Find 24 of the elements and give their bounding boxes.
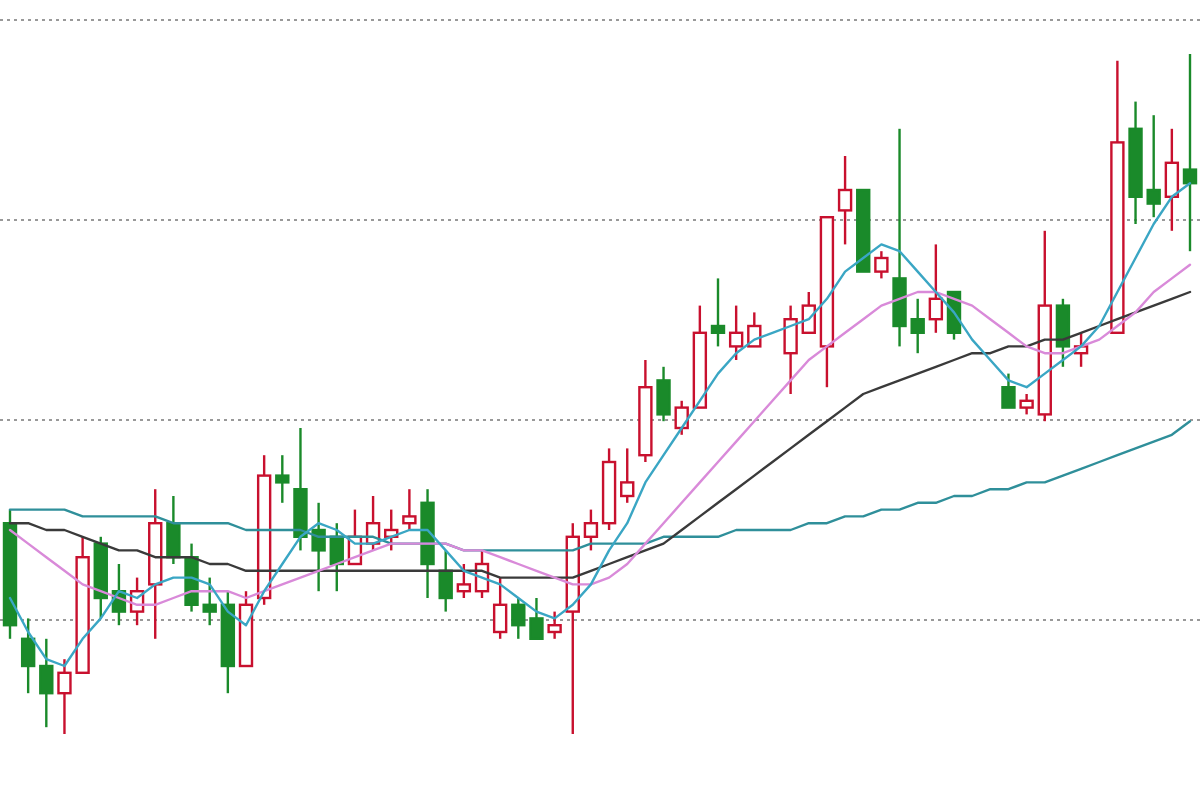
candlestick <box>710 277 726 348</box>
candlestick <box>783 304 798 396</box>
candlestick <box>874 250 889 280</box>
candlestick <box>492 576 508 640</box>
candlestick <box>674 399 689 436</box>
candlestick <box>438 549 453 613</box>
candlestick <box>1164 127 1180 232</box>
candlestick <box>1001 372 1016 409</box>
candlestick <box>166 494 181 566</box>
candlestick <box>547 610 562 640</box>
candlestick <box>1055 297 1071 368</box>
candlestick <box>620 447 635 504</box>
candlestick <box>20 617 36 695</box>
candlestick <box>1182 52 1198 253</box>
candlestick <box>583 508 599 552</box>
candlestick <box>1019 392 1034 416</box>
candlestick <box>275 454 290 504</box>
candlestick <box>728 304 744 362</box>
candlestick <box>402 488 417 532</box>
candlestick <box>928 243 944 334</box>
candlestick <box>39 637 54 729</box>
candlestick <box>837 154 853 246</box>
candlestick <box>656 365 671 423</box>
candlestick <box>456 562 472 600</box>
